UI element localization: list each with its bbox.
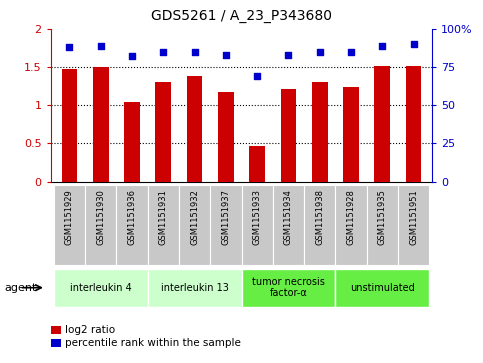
Text: GSM1151931: GSM1151931 (159, 189, 168, 245)
Text: GSM1151938: GSM1151938 (315, 189, 324, 245)
Point (222, 52, 230, 58)
Bar (148, 269, 242, 307)
Text: GSM1151951: GSM1151951 (409, 189, 418, 245)
Text: GSM1151935: GSM1151935 (378, 189, 387, 245)
Bar (242, 185, 273, 265)
Bar (85, 185, 116, 265)
Bar (343, 87, 359, 182)
Bar (148, 185, 179, 265)
Bar (179, 185, 210, 265)
Text: unstimulated: unstimulated (350, 283, 414, 293)
Text: GSM1151932: GSM1151932 (190, 189, 199, 245)
Bar (367, 185, 398, 265)
Bar (281, 89, 296, 182)
Bar (116, 185, 148, 265)
Bar (218, 91, 234, 182)
Point (347, 49, 355, 55)
Text: interleukin 13: interleukin 13 (161, 283, 228, 293)
Text: GSM1151934: GSM1151934 (284, 189, 293, 245)
Text: log2 ratio: log2 ratio (65, 325, 115, 335)
Point (159, 49, 167, 55)
Text: GSM1151936: GSM1151936 (128, 189, 137, 245)
Text: GSM1151937: GSM1151937 (221, 189, 230, 245)
Bar (124, 102, 140, 182)
Bar (335, 185, 367, 265)
Text: tumor necrosis
factor-α: tumor necrosis factor-α (252, 277, 325, 298)
Text: GSM1151930: GSM1151930 (96, 189, 105, 245)
Bar (187, 76, 202, 182)
Bar (249, 146, 265, 182)
Bar (54, 185, 85, 265)
Bar (335, 269, 429, 307)
Bar (54, 269, 148, 307)
Bar (242, 269, 335, 307)
Text: agent: agent (5, 283, 37, 293)
Bar (374, 66, 390, 182)
Text: percentile rank within the sample: percentile rank within the sample (65, 338, 241, 348)
Point (284, 52, 292, 58)
Point (316, 49, 324, 55)
Bar (406, 66, 421, 182)
Bar (156, 82, 171, 182)
Bar (273, 185, 304, 265)
Bar (304, 185, 335, 265)
Point (97, 43, 105, 49)
Text: GSM1151929: GSM1151929 (65, 189, 74, 245)
Text: interleukin 4: interleukin 4 (70, 283, 132, 293)
Point (378, 43, 386, 49)
Text: GSM1151928: GSM1151928 (346, 189, 355, 245)
Point (410, 41, 417, 47)
Bar (210, 185, 242, 265)
Bar (93, 67, 109, 182)
Bar (398, 185, 429, 265)
Point (66, 44, 73, 50)
Point (191, 49, 199, 55)
Bar (62, 69, 77, 182)
Text: GDS5261 / A_23_P343680: GDS5261 / A_23_P343680 (151, 9, 332, 23)
Bar (312, 82, 327, 182)
Text: GSM1151933: GSM1151933 (253, 189, 262, 245)
Point (128, 54, 136, 60)
Point (253, 73, 261, 79)
